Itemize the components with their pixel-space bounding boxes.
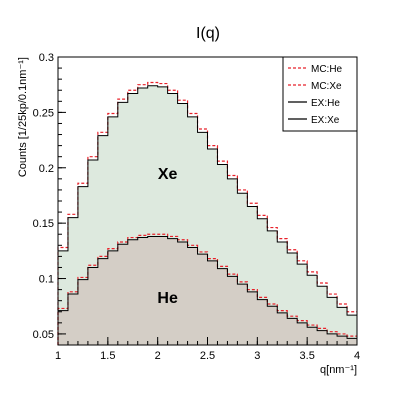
series-line-ex-xe xyxy=(57,85,357,345)
fill-ex-he xyxy=(58,236,357,345)
y-axis: 0.05 0.1 0.15 0.2 0.25 0.3 xyxy=(33,52,66,346)
y-tick-label: 0.25 xyxy=(33,107,54,119)
annotation-xe: Xe xyxy=(158,166,178,183)
histogram-series xyxy=(57,81,357,345)
x-tick-label: 1.5 xyxy=(100,350,115,362)
x-tick-label: 1 xyxy=(55,350,61,362)
y-tick-label: 0.15 xyxy=(33,218,54,230)
x-tick-label: 3 xyxy=(254,350,260,362)
y-tick-label: 0.3 xyxy=(39,52,54,64)
y-tick-label: 0.2 xyxy=(39,163,54,175)
x-axis-label: q[nm⁻¹] xyxy=(320,364,357,376)
x-tick-label: 3.5 xyxy=(300,350,315,362)
legend-label-ex-xe: EX:Xe xyxy=(311,115,340,126)
legend-label-ex-he: EX:He xyxy=(311,98,340,109)
legend: MC:He MC:Xe EX:He EX:Xe xyxy=(282,56,358,132)
x-tick-label: 2.5 xyxy=(200,350,215,362)
y-tick-label: 0.1 xyxy=(39,274,54,286)
chart-title: I(q) xyxy=(196,25,220,42)
legend-label-mc-xe: MC:Xe xyxy=(311,81,342,92)
annotation-he: He xyxy=(157,290,178,307)
series-line-ex-he xyxy=(57,235,357,345)
y-axis-label: Counts [1/25kp/0.1nm⁻¹] xyxy=(17,57,29,177)
x-axis: 1 1.5 2 2.5 3 3.5 4 xyxy=(55,337,360,362)
x-tick-label: 4 xyxy=(354,350,360,362)
x-tick-label: 2 xyxy=(155,350,161,362)
histogram-fills xyxy=(58,85,357,346)
legend-label-mc-he: MC:He xyxy=(311,64,343,75)
y-tick-label: 0.05 xyxy=(33,329,54,341)
annotations: Xe He xyxy=(157,166,178,307)
